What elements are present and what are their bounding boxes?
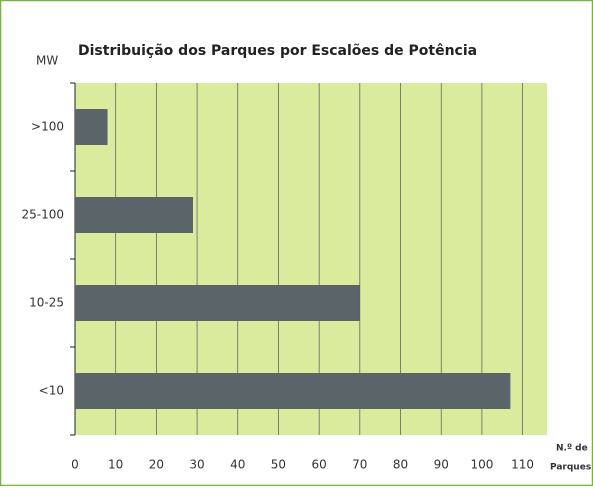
x-tick-label: 100 (470, 458, 493, 472)
bar (75, 373, 511, 409)
y-axis-label: MW (36, 54, 58, 68)
chart-title: Distribuição dos Parques por Escalões de… (78, 43, 477, 59)
x-tick-label: 60 (311, 458, 326, 472)
x-tick-label: 80 (393, 458, 408, 472)
x-tick-label: 0 (71, 458, 79, 472)
x-tick-label: 70 (352, 458, 367, 472)
bar (75, 197, 193, 233)
y-tick-label: 10-25 (29, 296, 64, 310)
x-tick-label: 50 (271, 458, 286, 472)
x-tick-label: 20 (149, 458, 164, 472)
x-tick-label: 30 (189, 458, 204, 472)
x-tick-label: 110 (511, 458, 534, 472)
y-tick-label: <10 (39, 384, 64, 398)
x-tick-label: 40 (230, 458, 245, 472)
y-tick-label: 25-100 (21, 208, 64, 222)
x-axis-label: Parques (550, 463, 591, 473)
bar (75, 109, 108, 145)
x-tick-label: 10 (108, 458, 123, 472)
x-axis-label: N.º de (556, 444, 588, 454)
x-tick-label: 90 (434, 458, 449, 472)
bar (75, 285, 360, 321)
y-tick-label: >100 (31, 120, 64, 134)
